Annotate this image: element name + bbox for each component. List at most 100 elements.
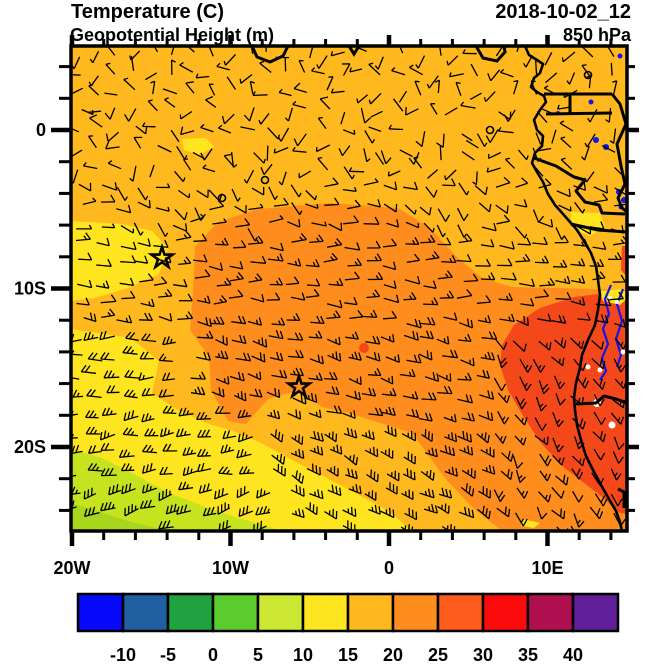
colorbar-cell — [121, 592, 170, 633]
wind-barb — [486, 167, 501, 173]
wind-barb — [305, 502, 318, 516]
wind-barb — [383, 280, 397, 290]
wind-barb — [311, 221, 327, 227]
wind-barb — [198, 483, 213, 494]
wind-barb — [535, 132, 545, 145]
wind-barb — [222, 430, 237, 440]
wind-barb — [326, 405, 343, 415]
wind-barb — [421, 392, 437, 401]
wind-barb — [182, 466, 199, 477]
wind-barb — [179, 110, 193, 120]
x-axis-label: 20W — [53, 558, 90, 578]
wind-barb — [273, 197, 289, 207]
wind-barb — [170, 59, 176, 75]
wind-barb — [315, 144, 331, 153]
wind-barb — [100, 467, 117, 477]
wind-barb — [500, 468, 513, 480]
wind-barb — [159, 427, 174, 438]
wind-barb — [211, 387, 225, 398]
wind-barb — [362, 309, 378, 318]
wind-barb — [170, 46, 175, 55]
colorbar-cell — [76, 592, 125, 633]
wind-barb — [252, 337, 268, 348]
wind-barb — [456, 254, 472, 263]
wind-barb — [446, 55, 459, 66]
wind-barb — [87, 352, 103, 362]
wind-barb — [366, 253, 382, 262]
colorbar-label: 0 — [208, 645, 218, 665]
wind-barb — [481, 222, 497, 232]
wind-barb — [537, 313, 552, 323]
x-axis-label: 0 — [384, 558, 394, 578]
wind-barb — [441, 255, 457, 264]
wind-barb — [342, 129, 356, 136]
wind-barb — [363, 216, 380, 225]
wind-barb — [517, 149, 529, 161]
wind-barb — [481, 464, 496, 475]
yellow-patch-nw — [182, 138, 214, 155]
wind-barb — [570, 395, 584, 406]
wind-barb — [344, 271, 360, 281]
wind-barb — [178, 407, 194, 417]
wind-barb — [340, 111, 346, 125]
wind-barb — [298, 170, 312, 179]
wind-barb — [258, 113, 270, 125]
wind-barb — [238, 505, 254, 518]
wind-barb — [551, 356, 565, 367]
wind-barb — [560, 157, 573, 170]
wind-barb — [269, 351, 284, 362]
wind-barb — [382, 238, 397, 248]
wind-barb — [324, 508, 338, 520]
wind-barb — [385, 482, 398, 495]
wind-barb — [306, 278, 321, 287]
wind-barb — [137, 238, 151, 247]
wind-barb — [269, 215, 284, 223]
wind-barb — [202, 164, 216, 173]
wind-barb — [327, 484, 342, 497]
wind-barb — [149, 164, 155, 178]
wind-barb — [497, 258, 513, 267]
wind-barb — [129, 165, 137, 182]
wind-barb — [344, 296, 358, 306]
wind-barb — [107, 160, 122, 170]
wind-barb — [442, 178, 456, 187]
wind-barb — [205, 96, 217, 108]
wind-barb — [309, 234, 324, 244]
wind-barb — [269, 277, 284, 286]
wind-barb — [370, 110, 383, 118]
wind-barb — [574, 436, 585, 450]
wind-barb — [71, 74, 81, 76]
wind-barb — [503, 109, 516, 122]
border-line — [617, 487, 626, 508]
wind-barb — [233, 240, 247, 249]
wind-barb — [612, 80, 618, 96]
wind-barb — [401, 489, 414, 500]
wind-barb — [326, 238, 343, 248]
wind-barb — [609, 128, 617, 144]
wind-barb — [388, 124, 404, 131]
wind-barb — [103, 370, 120, 379]
wind-barb — [385, 354, 400, 364]
wind-barb — [250, 293, 265, 303]
overlay-field-title: Geopotential Height (m) — [70, 25, 274, 45]
wind-barb — [517, 237, 532, 246]
wind-barb — [122, 427, 139, 437]
wind-barb — [309, 489, 324, 500]
wind-barb — [101, 308, 116, 319]
wind-barb — [158, 488, 173, 502]
wind-barb — [88, 135, 97, 149]
wind-barb — [594, 314, 609, 324]
wind-barb — [253, 152, 266, 164]
wind-barb — [404, 204, 417, 215]
wind-barb — [594, 493, 608, 507]
wind-barb — [130, 56, 135, 71]
wind-barb — [231, 188, 241, 202]
wind-barb — [420, 234, 436, 244]
wind-barb — [325, 386, 340, 396]
wind-barb — [272, 463, 286, 477]
wind-barb — [438, 487, 453, 499]
wind-barb — [457, 430, 473, 443]
wind-barb — [366, 289, 381, 299]
wind-barb — [556, 104, 571, 110]
wind-barb — [398, 90, 408, 103]
